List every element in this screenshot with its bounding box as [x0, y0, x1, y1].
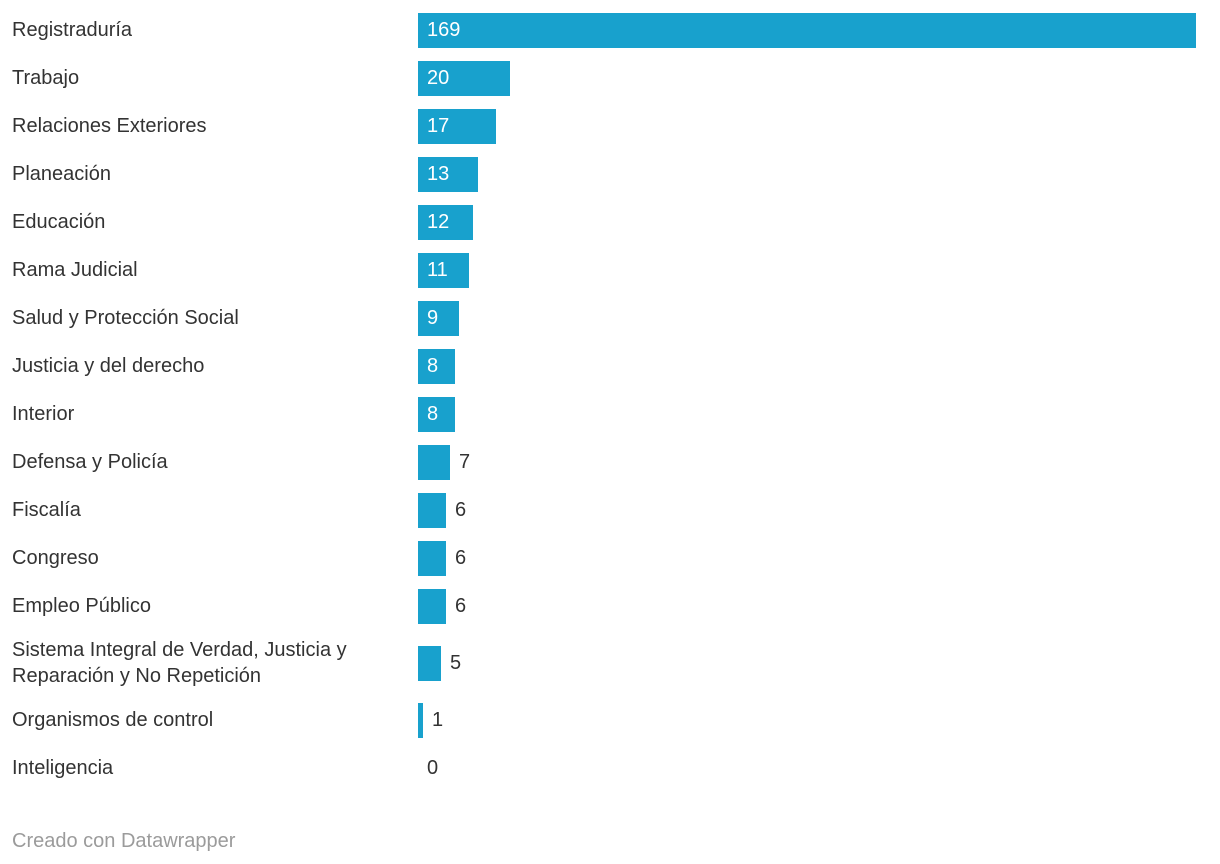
category-label: Inteligencia — [12, 757, 114, 779]
datawrapper-credit-link[interactable]: Creado con Datawrapper — [12, 830, 236, 852]
bar-track: 5 — [418, 645, 1196, 681]
bar-row: Planeación 13 — [12, 150, 1208, 198]
bar-row: Justicia y del derecho 8 — [12, 342, 1208, 390]
bar[interactable] — [418, 540, 446, 576]
bar-row: Interior 8 — [12, 390, 1208, 438]
value-label: 7 — [459, 450, 471, 473]
bar-row: Organismos de control 1 — [12, 696, 1208, 744]
bar[interactable] — [418, 645, 441, 681]
category-label: Educación — [12, 211, 106, 233]
value-label: 20 — [427, 66, 450, 89]
bar-track: 6 — [418, 588, 1196, 624]
bar-track: 1 — [418, 702, 1196, 738]
bar-row: Defensa y Policía 7 — [12, 438, 1208, 486]
bar-row: Congreso 6 — [12, 534, 1208, 582]
bar-track: 8 — [418, 348, 1196, 384]
value-label: 6 — [455, 498, 467, 521]
bar[interactable]: 13 — [418, 156, 478, 192]
bar-track: 17 — [418, 108, 1196, 144]
bar-row: Rama Judicial 11 — [12, 246, 1208, 294]
bar[interactable]: 11 — [418, 252, 469, 288]
bar[interactable]: 12 — [418, 204, 473, 240]
bar[interactable]: 8 — [418, 348, 455, 384]
value-label: 11 — [427, 258, 448, 281]
bar[interactable] — [418, 702, 423, 738]
value-label: 6 — [455, 594, 467, 617]
value-label: 0 — [427, 756, 439, 779]
value-label: 9 — [427, 306, 439, 329]
bar-track: 169 — [418, 12, 1196, 48]
category-label: Justicia y del derecho — [12, 355, 205, 377]
bar-track: 11 — [418, 252, 1196, 288]
bar-track: 6 — [418, 540, 1196, 576]
bar-row: Inteligencia 0 — [12, 744, 1208, 792]
category-label: Organismos de control — [12, 709, 214, 731]
category-label: Relaciones Exteriores — [12, 115, 207, 137]
bar-row: Empleo Público 6 — [12, 582, 1208, 630]
category-label: Interior — [12, 403, 75, 425]
category-label: Defensa y Policía — [12, 451, 168, 473]
category-label: Trabajo — [12, 67, 80, 89]
bar-track: 20 — [418, 60, 1196, 96]
bar-track: 13 — [418, 156, 1196, 192]
value-label: 169 — [427, 18, 461, 41]
value-label: 17 — [427, 114, 450, 137]
bar-row: Relaciones Exteriores 17 — [12, 102, 1208, 150]
bar-track: 0 — [418, 751, 1196, 786]
bar[interactable]: 17 — [418, 108, 496, 144]
bar-row: Fiscalía 6 — [12, 486, 1208, 534]
bar[interactable] — [418, 588, 446, 624]
bar[interactable] — [418, 492, 446, 528]
bar-row: Registraduría 169 — [12, 6, 1208, 54]
category-label: Registraduría — [12, 19, 133, 41]
bar-row: Salud y Protección Social 9 — [12, 294, 1208, 342]
category-label: Sistema Integral de Verdad, Justicia y R… — [12, 639, 347, 687]
bar[interactable] — [418, 444, 450, 480]
category-label: Congreso — [12, 547, 99, 569]
value-label: 8 — [427, 354, 439, 377]
value-label: 8 — [427, 402, 439, 425]
bar[interactable]: 20 — [418, 60, 510, 96]
bar-track: 9 — [418, 300, 1196, 336]
value-label: 13 — [427, 162, 450, 185]
bar-row: Sistema Integral de Verdad, Justicia y R… — [12, 630, 1208, 696]
bar-track: 7 — [418, 444, 1196, 480]
chart-footer: Creado con Datawrapper — [0, 830, 1220, 853]
bar-track: 6 — [418, 492, 1196, 528]
bar-row: Educación 12 — [12, 198, 1208, 246]
bar-row: Trabajo 20 — [12, 54, 1208, 102]
bar[interactable]: 8 — [418, 396, 455, 432]
bar-track: 8 — [418, 396, 1196, 432]
bar[interactable]: 169 — [418, 12, 1196, 48]
category-label: Fiscalía — [12, 499, 81, 521]
category-label: Rama Judicial — [12, 259, 138, 281]
category-label: Empleo Público — [12, 595, 151, 617]
value-label: 12 — [427, 210, 450, 233]
value-label: 1 — [432, 708, 444, 731]
category-label: Planeación — [12, 163, 111, 185]
category-label: Salud y Protección Social — [12, 307, 239, 329]
bar-track: 12 — [418, 204, 1196, 240]
value-label: 5 — [450, 651, 462, 674]
bar[interactable]: 9 — [418, 300, 459, 336]
value-label: 6 — [455, 546, 467, 569]
bar-chart: Registraduría 169 Trabajo 20 Relaciones Exte… — [12, 6, 1208, 792]
